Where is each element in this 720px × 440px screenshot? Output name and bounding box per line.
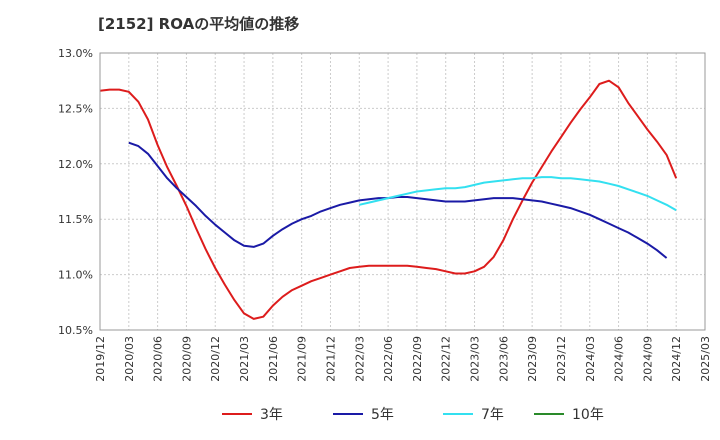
y-tick-label: 10.5% <box>58 324 93 337</box>
series-layer <box>99 79 678 320</box>
x-tick-label: 2024/12 <box>670 336 683 382</box>
x-axis-ticks: 2019/12 2020/03 2020/06 2020/09 2020/12 2021/… <box>94 336 712 382</box>
legend-label: 5年 <box>371 407 394 423</box>
x-tick-label: 2020/09 <box>180 336 193 382</box>
chart-title: [2152] ROAの平均値の推移 <box>98 15 300 33</box>
series-line-2 <box>359 176 677 212</box>
x-tick-label: 2023/06 <box>497 336 510 382</box>
x-tick-label: 2023/09 <box>526 336 539 382</box>
y-tick-label: 11.0% <box>58 269 93 282</box>
plot-frame <box>99 52 706 331</box>
x-tick-label: 2024/06 <box>613 336 626 382</box>
x-tick-label: 2022/03 <box>353 336 366 382</box>
x-tick-label: 2024/09 <box>641 336 654 382</box>
legend-label: 10年 <box>572 407 604 423</box>
x-tick-label: 2025/03 <box>699 336 712 382</box>
x-tick-label: 2022/06 <box>382 336 395 382</box>
legend-label: 7年 <box>481 407 504 423</box>
x-tick-label: 2019/12 <box>94 336 107 382</box>
y-tick-label: 12.0% <box>58 158 93 171</box>
grid-layer <box>100 52 705 331</box>
x-tick-label: 2020/06 <box>152 336 165 382</box>
x-tick-label: 2021/03 <box>238 336 251 382</box>
y-tick-label: 12.5% <box>58 102 93 115</box>
x-tick-label: 2024/03 <box>584 336 597 382</box>
x-tick-label: 2023/12 <box>555 336 568 382</box>
y-tick-label: 11.5% <box>58 213 93 226</box>
x-tick-label: 2021/06 <box>267 336 280 382</box>
x-tick-label: 2022/09 <box>411 336 424 382</box>
x-tick-label: 2022/12 <box>440 336 453 382</box>
y-axis-ticks: 13.0% 12.5% 12.0% 11.5% 11.0% 10.5% <box>58 47 93 337</box>
series-line-1 <box>128 141 668 259</box>
series-line-0 <box>99 79 678 320</box>
x-tick-label: 2021/12 <box>324 336 337 382</box>
x-tick-label: 2020/03 <box>123 336 136 382</box>
x-tick-label: 2020/12 <box>209 336 222 382</box>
x-tick-label: 2023/03 <box>469 336 482 382</box>
legend: 3年 5年 7年 10年 <box>222 407 604 423</box>
y-tick-label: 13.0% <box>58 47 93 60</box>
legend-label: 3年 <box>260 407 283 423</box>
x-tick-label: 2021/09 <box>296 336 309 382</box>
